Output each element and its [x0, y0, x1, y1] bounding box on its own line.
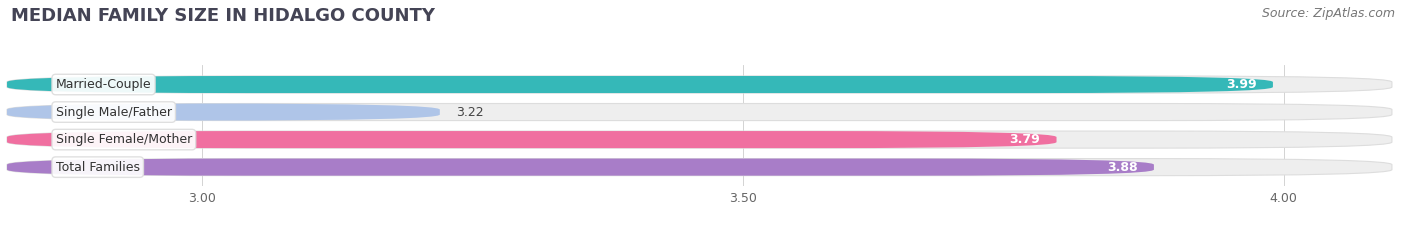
FancyBboxPatch shape [7, 103, 440, 121]
Text: 3.99: 3.99 [1226, 78, 1257, 91]
FancyBboxPatch shape [7, 131, 1056, 148]
Text: Married-Couple: Married-Couple [56, 78, 152, 91]
FancyBboxPatch shape [7, 76, 1392, 93]
Text: 3.79: 3.79 [1010, 133, 1040, 146]
FancyBboxPatch shape [7, 159, 1154, 176]
Text: Total Families: Total Families [56, 161, 139, 174]
FancyBboxPatch shape [7, 131, 1392, 148]
Text: 3.22: 3.22 [456, 106, 484, 119]
Text: Single Female/Mother: Single Female/Mother [56, 133, 193, 146]
Text: Source: ZipAtlas.com: Source: ZipAtlas.com [1261, 7, 1395, 20]
Text: Single Male/Father: Single Male/Father [56, 106, 172, 119]
FancyBboxPatch shape [7, 103, 1392, 121]
FancyBboxPatch shape [7, 76, 1272, 93]
Text: MEDIAN FAMILY SIZE IN HIDALGO COUNTY: MEDIAN FAMILY SIZE IN HIDALGO COUNTY [11, 7, 436, 25]
FancyBboxPatch shape [7, 159, 1392, 176]
Text: 3.88: 3.88 [1107, 161, 1137, 174]
